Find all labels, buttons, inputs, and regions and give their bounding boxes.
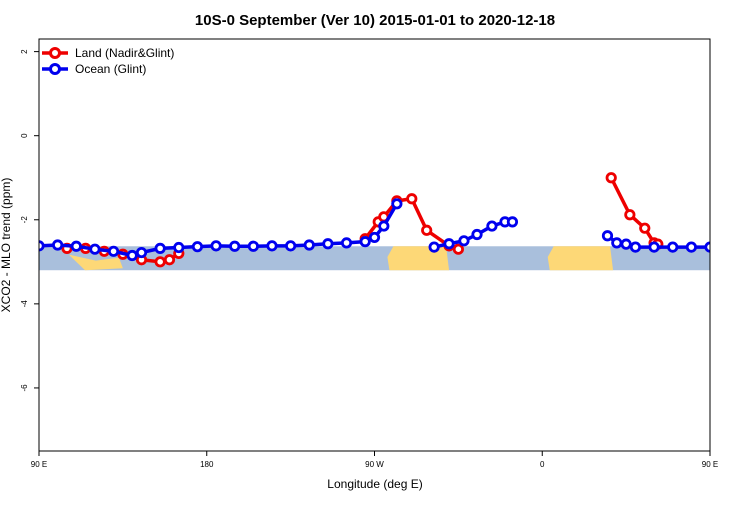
legend-land-label: Land (Nadir&Glint) — [75, 46, 174, 60]
series-land-point — [421, 224, 433, 236]
series-ocean-point — [428, 241, 440, 253]
series-ocean-point — [191, 241, 204, 253]
y-tick-label: -2 — [20, 216, 29, 224]
map-strip — [39, 246, 710, 271]
series-ocean-point — [285, 240, 297, 252]
series-ocean-line — [738, 245, 750, 256]
series-land-point — [406, 193, 418, 205]
series-land-point — [154, 256, 166, 268]
y-tick-label: -6 — [20, 384, 29, 392]
series-ocean-point — [667, 241, 679, 253]
axes: 90 E 180 90 W 0 90 E 2 0 -2 -4 -6 — [20, 49, 718, 469]
series-ocean-point — [368, 231, 381, 244]
series-ocean-point — [173, 241, 185, 254]
series-ocean-point — [52, 239, 64, 251]
plot-frame — [38, 38, 711, 452]
series-ocean-point — [70, 240, 82, 252]
series-ocean-point — [247, 240, 259, 252]
series-ocean-point — [629, 241, 642, 253]
series-ocean-point — [506, 216, 519, 228]
series-layer — [39, 172, 750, 268]
series-ocean-point — [443, 238, 455, 250]
y-tick-label: 0 — [20, 133, 29, 138]
x-axis-label: Longitude (deg E) — [327, 477, 422, 491]
series-ocean-point — [391, 198, 403, 210]
map-land-patch — [547, 246, 614, 271]
series-ocean-point — [601, 230, 614, 242]
series-ocean-point — [685, 241, 697, 253]
series-ocean-point — [734, 242, 742, 250]
series-ocean-point — [229, 240, 241, 252]
series-ocean-point — [359, 236, 371, 248]
legend-ocean-marker — [49, 63, 61, 75]
series-land-point — [163, 254, 176, 266]
series-ocean-point — [107, 245, 120, 257]
y-tick-label: -4 — [20, 300, 29, 308]
x-tick-label: 0 — [540, 460, 545, 469]
series-ocean-point — [39, 240, 45, 252]
series-land-point — [624, 209, 636, 221]
series-ocean-point — [210, 240, 222, 252]
series-ocean-point — [322, 238, 334, 250]
series-ocean-point — [126, 249, 138, 262]
x-tick-label: 180 — [200, 460, 214, 469]
legend: Land (Nadir&Glint) Ocean (Glint) — [42, 46, 174, 76]
series-ocean-point — [89, 243, 101, 255]
y-axis-label: XCO2 - MLO trend (ppm) — [0, 178, 13, 313]
series-land-point — [605, 172, 617, 184]
series-ocean-point — [611, 237, 623, 249]
series-ocean-point — [340, 237, 353, 249]
series-land-point — [452, 243, 464, 255]
x-tick-label: 90 E — [31, 460, 47, 469]
y-tick-label: 2 — [20, 49, 29, 54]
map-land-patch — [68, 254, 123, 271]
map-land-patch — [387, 246, 450, 271]
legend-land-marker — [49, 47, 61, 59]
chart-title: 10S-0 September (Ver 10) 2015-01-01 to 2… — [195, 12, 555, 29]
series-ocean-line — [39, 202, 399, 258]
series-land-point — [639, 222, 651, 234]
legend-ocean-label: Ocean (Glint) — [75, 62, 146, 76]
series-ocean-point — [648, 241, 660, 253]
series-land-line — [609, 176, 659, 246]
x-tick-label: 90 E — [702, 460, 718, 469]
series-ocean-point — [303, 239, 315, 251]
series-ocean-point — [486, 220, 498, 232]
map-ocean — [39, 246, 710, 271]
series-ocean-point — [135, 246, 148, 259]
series-ocean-point — [471, 228, 483, 241]
series-ocean-point — [620, 238, 632, 250]
series-ocean-point — [458, 235, 470, 247]
series-ocean-point — [378, 220, 390, 232]
series-ocean-point — [154, 242, 166, 254]
series-ocean-point — [266, 240, 278, 252]
x-tick-label: 90 W — [365, 460, 384, 469]
